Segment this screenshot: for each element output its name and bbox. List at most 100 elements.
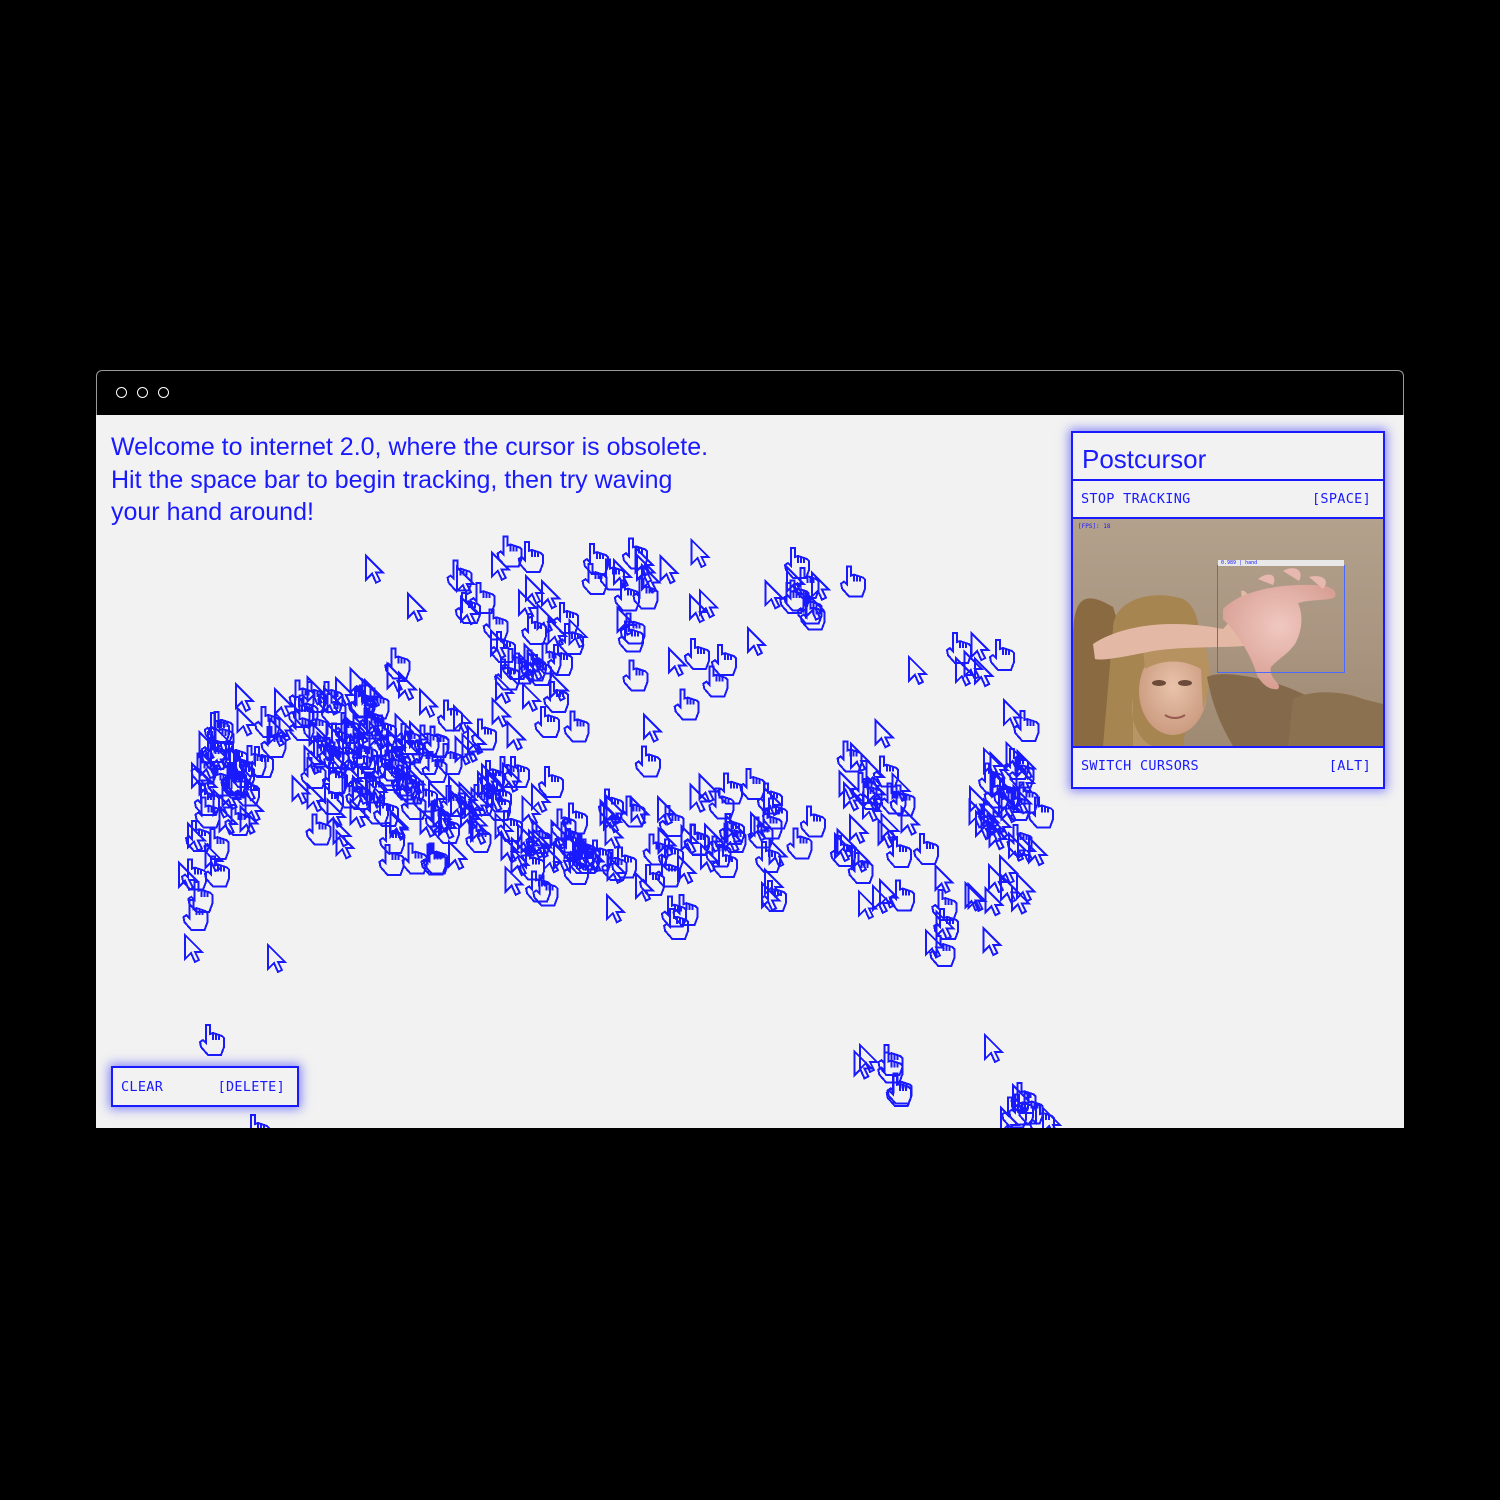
hand-cursor-icon <box>489 631 516 664</box>
hand-cursor-icon <box>558 623 585 656</box>
hand-cursor-icon <box>324 722 351 755</box>
arrow-cursor-icon <box>368 719 390 751</box>
arrow-cursor-icon <box>453 703 474 735</box>
hand-cursor-icon <box>634 745 661 778</box>
hand-cursor-icon <box>394 723 421 755</box>
window-close-icon[interactable] <box>116 387 127 398</box>
intro-text: Welcome to internet 2.0, where the curso… <box>111 431 811 529</box>
arrow-cursor-icon <box>764 578 785 610</box>
arrow-cursor-icon <box>934 863 956 895</box>
clear-button[interactable]: CLEAR [DELETE] <box>111 1066 299 1107</box>
hand-cursor-icon <box>877 1044 904 1077</box>
hand-cursor-icon <box>384 745 412 778</box>
hand-cursor-icon <box>756 807 783 840</box>
hand-cursor-icon <box>888 879 915 912</box>
arrow-cursor-icon <box>504 865 526 897</box>
hand-cursor-icon <box>672 894 699 927</box>
arrow-cursor-icon <box>763 785 784 817</box>
hand-cursor-icon <box>542 681 570 713</box>
hand-cursor-icon <box>206 764 233 797</box>
hand-cursor-icon <box>349 747 376 779</box>
arrow-cursor-icon <box>991 769 1012 801</box>
hand-cursor-icon <box>708 787 735 820</box>
hand-cursor-icon <box>702 665 729 698</box>
hand-cursor-icon <box>446 559 473 592</box>
browser-window: Welcome to internet 2.0, where the curso… <box>96 370 1404 1128</box>
hand-cursor-icon <box>496 535 523 568</box>
hand-cursor-icon <box>632 577 659 610</box>
arrow-cursor-icon <box>698 587 720 619</box>
arrow-cursor-icon <box>335 828 356 860</box>
hand-cursor-icon <box>521 612 548 645</box>
window-maximize-icon[interactable] <box>158 387 169 398</box>
hand-cursor-icon <box>306 735 334 768</box>
arrow-cursor-icon <box>332 816 353 848</box>
arrow-cursor-icon <box>900 805 922 836</box>
hand-cursor-icon <box>421 751 448 783</box>
arrow-cursor-icon <box>274 686 295 718</box>
arrow-cursor-icon <box>761 880 782 912</box>
arrow-cursor-icon <box>521 681 543 713</box>
arrow-cursor-icon <box>212 787 234 819</box>
hand-cursor-icon <box>563 853 590 886</box>
hand-cursor-icon <box>1012 781 1039 814</box>
hand-cursor-icon <box>200 731 227 764</box>
hand-cursor-icon <box>796 592 823 625</box>
arrow-cursor-icon <box>954 655 976 687</box>
arrow-cursor-icon <box>268 716 290 748</box>
arrow-cursor-icon <box>239 804 260 835</box>
arrow-cursor-icon <box>871 883 893 915</box>
arrow-cursor-icon <box>419 807 440 838</box>
arrow-cursor-icon <box>364 677 385 709</box>
hand-cursor-icon <box>535 642 562 675</box>
arrow-cursor-icon <box>987 862 1009 894</box>
arrow-cursor-icon <box>454 734 476 766</box>
arrow-cursor-icon <box>1003 697 1024 729</box>
window-minimize-icon[interactable] <box>137 387 148 398</box>
arrow-cursor-icon <box>746 625 768 657</box>
hand-cursor-icon <box>660 895 687 928</box>
arrow-cursor-icon <box>859 1042 880 1074</box>
stop-tracking-label: STOP TRACKING <box>1081 491 1191 507</box>
hand-cursor-icon <box>847 851 874 884</box>
hand-cursor-icon <box>718 813 745 845</box>
arrow-cursor-icon <box>1000 792 1022 824</box>
switch-cursors-button[interactable]: SWITCH CURSORS [ALT] <box>1073 746 1383 784</box>
arrow-cursor-icon <box>343 714 365 745</box>
arrow-cursor-icon <box>460 594 481 626</box>
arrow-cursor-icon <box>190 761 212 792</box>
arrow-cursor-icon <box>234 681 256 713</box>
hand-cursor-icon <box>422 842 449 875</box>
hand-cursor-icon <box>363 687 390 720</box>
hand-cursor-icon <box>482 608 509 641</box>
arrow-cursor-icon <box>1042 1105 1063 1128</box>
arrow-cursor-icon <box>397 670 419 702</box>
hand-cursor-icon <box>493 755 520 788</box>
intro-line-2: Hit the space bar to begin tracking, the… <box>111 465 673 494</box>
arrow-cursor-icon <box>204 841 225 873</box>
hand-cursor-icon <box>182 899 209 932</box>
arrow-cursor-icon <box>842 780 864 812</box>
hand-cursor-icon <box>335 776 362 809</box>
arrow-cursor-icon <box>491 696 513 728</box>
hand-cursor-icon <box>799 598 826 631</box>
hand-cursor-icon <box>347 686 374 719</box>
arrow-cursor-icon <box>540 578 562 610</box>
arrow-cursor-icon <box>568 617 589 649</box>
arrow-cursor-icon <box>850 741 871 773</box>
stop-tracking-button[interactable]: STOP TRACKING [SPACE] <box>1073 481 1383 519</box>
arrow-cursor-icon <box>907 654 929 686</box>
hand-cursor-icon <box>642 833 669 866</box>
arrow-cursor-icon <box>983 797 1004 828</box>
arrow-cursor-icon <box>389 810 411 842</box>
arrow-cursor-icon <box>688 592 710 624</box>
cursor-trail-canvas <box>178 535 1063 1128</box>
hand-cursor-icon <box>885 1074 912 1107</box>
arrow-cursor-icon <box>690 537 711 569</box>
hand-cursor-icon <box>1008 756 1035 789</box>
arrow-cursor-icon <box>395 764 417 796</box>
hand-cursor-icon <box>436 699 464 732</box>
arrow-cursor-icon <box>186 821 208 852</box>
hand-cursor-icon <box>683 637 710 670</box>
arrow-cursor-icon <box>199 748 220 780</box>
